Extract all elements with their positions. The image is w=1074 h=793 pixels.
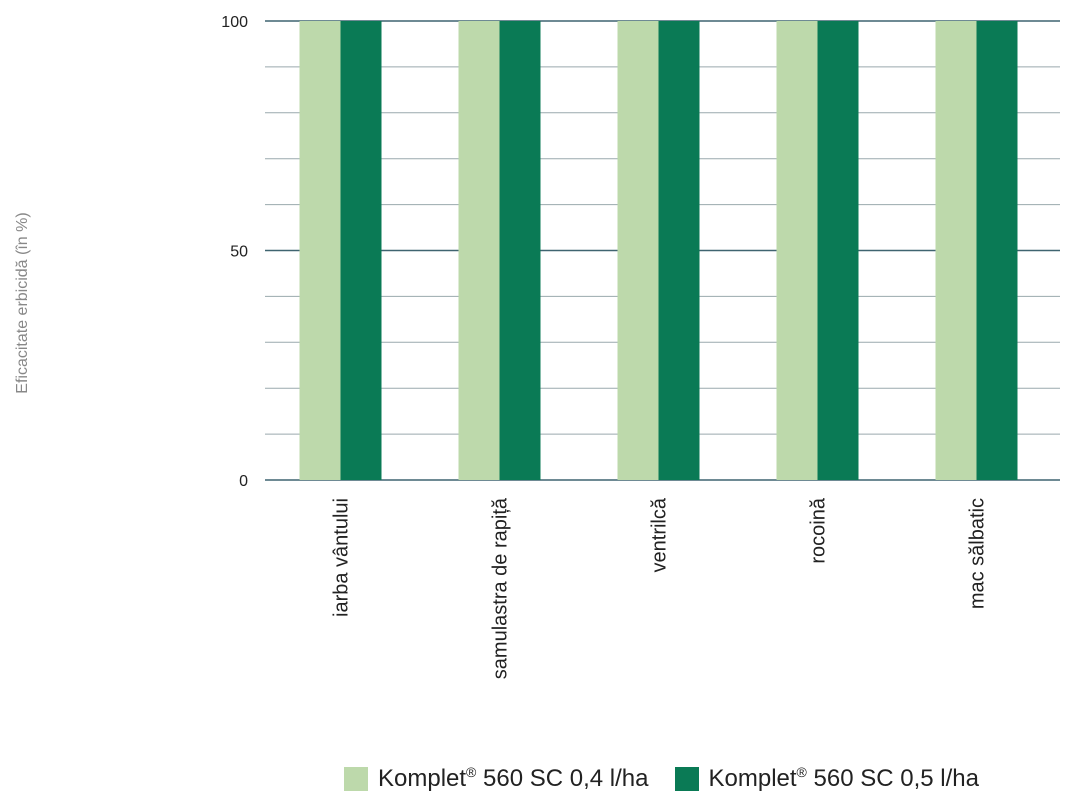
bar-series-2-4: [817, 21, 859, 480]
bar-series-2-2: [499, 21, 541, 480]
bar-series-2-5: [976, 21, 1018, 480]
legend-swatch-series-2: [674, 766, 699, 791]
legend-item-series-2: Komplet® 560 SC 0,5 l/ha: [674, 764, 980, 793]
legend-swatch-series-1: [344, 766, 368, 791]
y-tick-labels: 0 50 100: [221, 14, 248, 490]
legend-label-series-2: Komplet® 560 SC 0,5 l/ha: [708, 764, 980, 792]
legend-label-series-1: Komplet® 560 SC 0,4 l/ha: [378, 764, 649, 792]
bar-series-1-3: [617, 21, 659, 480]
x-tick-label: mac sălbatic: [967, 498, 989, 609]
bar-series-1-2: [458, 21, 500, 480]
y-tick-label: 0: [239, 473, 248, 490]
bar-series-1-1: [299, 21, 341, 480]
x-tick-label: ventrilcă: [649, 497, 671, 572]
legend-item-series-1: Komplet® 560 SC 0,4 l/ha: [344, 764, 649, 793]
y-axis-label: Eficacitate erbicidă (în %): [14, 212, 31, 393]
x-tick-label: samulastra de rapiță: [490, 497, 512, 679]
bar-series-2-1: [340, 21, 382, 480]
bars: [299, 21, 1018, 480]
bar-series-1-5: [935, 21, 977, 480]
bar-series-1-4: [776, 21, 818, 480]
x-tick-label: iarba vântului: [331, 498, 353, 617]
x-tick-labels: iarba vântului samulastra de rapiță ventri…: [331, 497, 989, 679]
y-tick-label: 100: [221, 14, 248, 31]
x-tick-label: rocoină: [808, 497, 830, 563]
legend: Komplet® 560 SC 0,4 l/ha Komplet® 560 SC…: [344, 764, 1005, 793]
y-tick-label: 50: [230, 244, 248, 261]
bar-series-2-3: [658, 21, 700, 480]
bar-chart: Eficacitate erbicidă (în %) 0 50 100 iarba…: [14, 14, 1060, 679]
